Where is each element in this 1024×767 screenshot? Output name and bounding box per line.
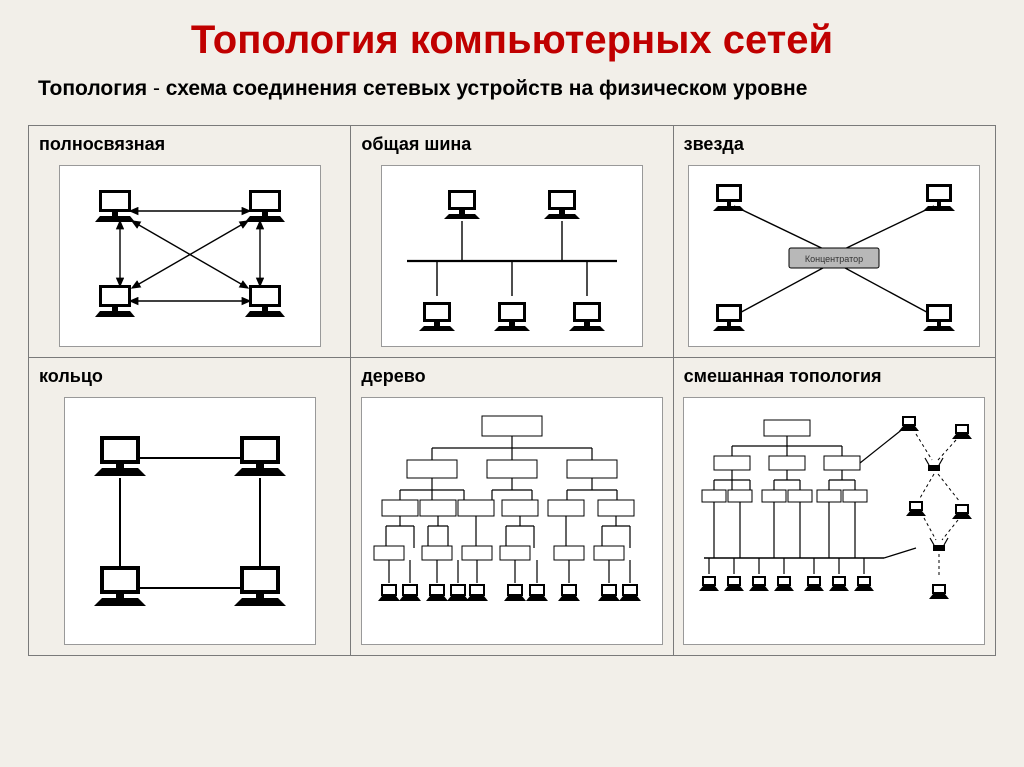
cell-star: звезда bbox=[673, 126, 995, 358]
computer-icon bbox=[426, 584, 448, 601]
computer-icon bbox=[713, 304, 745, 331]
mesh-svg bbox=[60, 166, 320, 346]
computer-icon bbox=[94, 566, 146, 606]
cell-bus: общая шина bbox=[351, 126, 673, 358]
cell-mixed: смешанная топология bbox=[673, 358, 995, 656]
computer-icon bbox=[245, 285, 285, 317]
computer-icon bbox=[923, 304, 955, 331]
computer-icon bbox=[504, 584, 526, 601]
cell-ring-diagram bbox=[29, 393, 350, 655]
computer-icon bbox=[569, 302, 605, 331]
computer-icon bbox=[95, 285, 135, 317]
computer-icon bbox=[699, 576, 719, 591]
computer-icon bbox=[419, 302, 455, 331]
wireless-ap-icon bbox=[925, 458, 943, 471]
mixed-svg bbox=[684, 398, 984, 644]
computer-icon bbox=[94, 436, 146, 476]
computer-icon bbox=[906, 501, 926, 516]
topology-grid: полносвязная bbox=[28, 125, 996, 656]
computer-icon bbox=[544, 190, 580, 219]
computer-icon bbox=[952, 504, 972, 519]
cell-mixed-label: смешанная топология bbox=[674, 358, 995, 393]
cell-tree: дерево bbox=[351, 358, 673, 656]
computer-icon bbox=[466, 584, 488, 601]
computer-icon bbox=[234, 566, 286, 606]
tree-svg bbox=[362, 398, 662, 644]
cell-mesh-label: полносвязная bbox=[29, 126, 350, 161]
computer-icon bbox=[854, 576, 874, 591]
cell-tree-label: дерево bbox=[351, 358, 672, 393]
computer-icon bbox=[804, 576, 824, 591]
subtitle: Топология - схема соединения сетевых уст… bbox=[38, 77, 986, 101]
cell-ring-label: кольцо bbox=[29, 358, 350, 393]
cell-mixed-diagram bbox=[674, 393, 995, 655]
computer-icon bbox=[619, 584, 641, 601]
computer-icon bbox=[558, 584, 580, 601]
cell-tree-diagram bbox=[351, 393, 672, 655]
cell-mesh-diagram bbox=[29, 161, 350, 357]
computer-icon bbox=[234, 436, 286, 476]
computer-icon bbox=[713, 184, 745, 211]
computer-icon bbox=[378, 584, 400, 601]
computer-icon bbox=[923, 184, 955, 211]
cell-star-label: звезда bbox=[674, 126, 995, 161]
computer-icon bbox=[899, 416, 919, 431]
computer-icon bbox=[774, 576, 794, 591]
computer-icon bbox=[829, 576, 849, 591]
cell-bus-diagram bbox=[351, 161, 672, 357]
computer-icon bbox=[444, 190, 480, 219]
wireless-ap-icon bbox=[930, 538, 948, 551]
hub-label: Концентратор bbox=[805, 254, 863, 264]
computer-icon bbox=[399, 584, 421, 601]
cell-bus-label: общая шина bbox=[351, 126, 672, 161]
page: Топология компьютерных сетей Топология -… bbox=[0, 0, 1024, 767]
cell-star-diagram: Концентратор bbox=[674, 161, 995, 357]
computer-icon bbox=[598, 584, 620, 601]
subtitle-term: Топология bbox=[38, 77, 147, 100]
computer-icon bbox=[95, 190, 135, 222]
computer-icon bbox=[749, 576, 769, 591]
computer-icon bbox=[952, 424, 972, 439]
computer-icon bbox=[526, 584, 548, 601]
cell-ring: кольцо bbox=[29, 358, 351, 656]
computer-icon bbox=[447, 584, 469, 601]
subtitle-definition: схема соединения сетевых устройств на фи… bbox=[166, 77, 808, 100]
computer-icon bbox=[494, 302, 530, 331]
computer-icon bbox=[929, 584, 949, 599]
ring-svg bbox=[65, 398, 315, 644]
bus-svg bbox=[382, 166, 642, 346]
computer-icon bbox=[245, 190, 285, 222]
cell-mesh: полносвязная bbox=[29, 126, 351, 358]
computer-icon bbox=[724, 576, 744, 591]
star-svg: Концентратор bbox=[689, 166, 979, 346]
page-title: Топология компьютерных сетей bbox=[28, 18, 996, 63]
subtitle-separator: - bbox=[153, 77, 166, 100]
